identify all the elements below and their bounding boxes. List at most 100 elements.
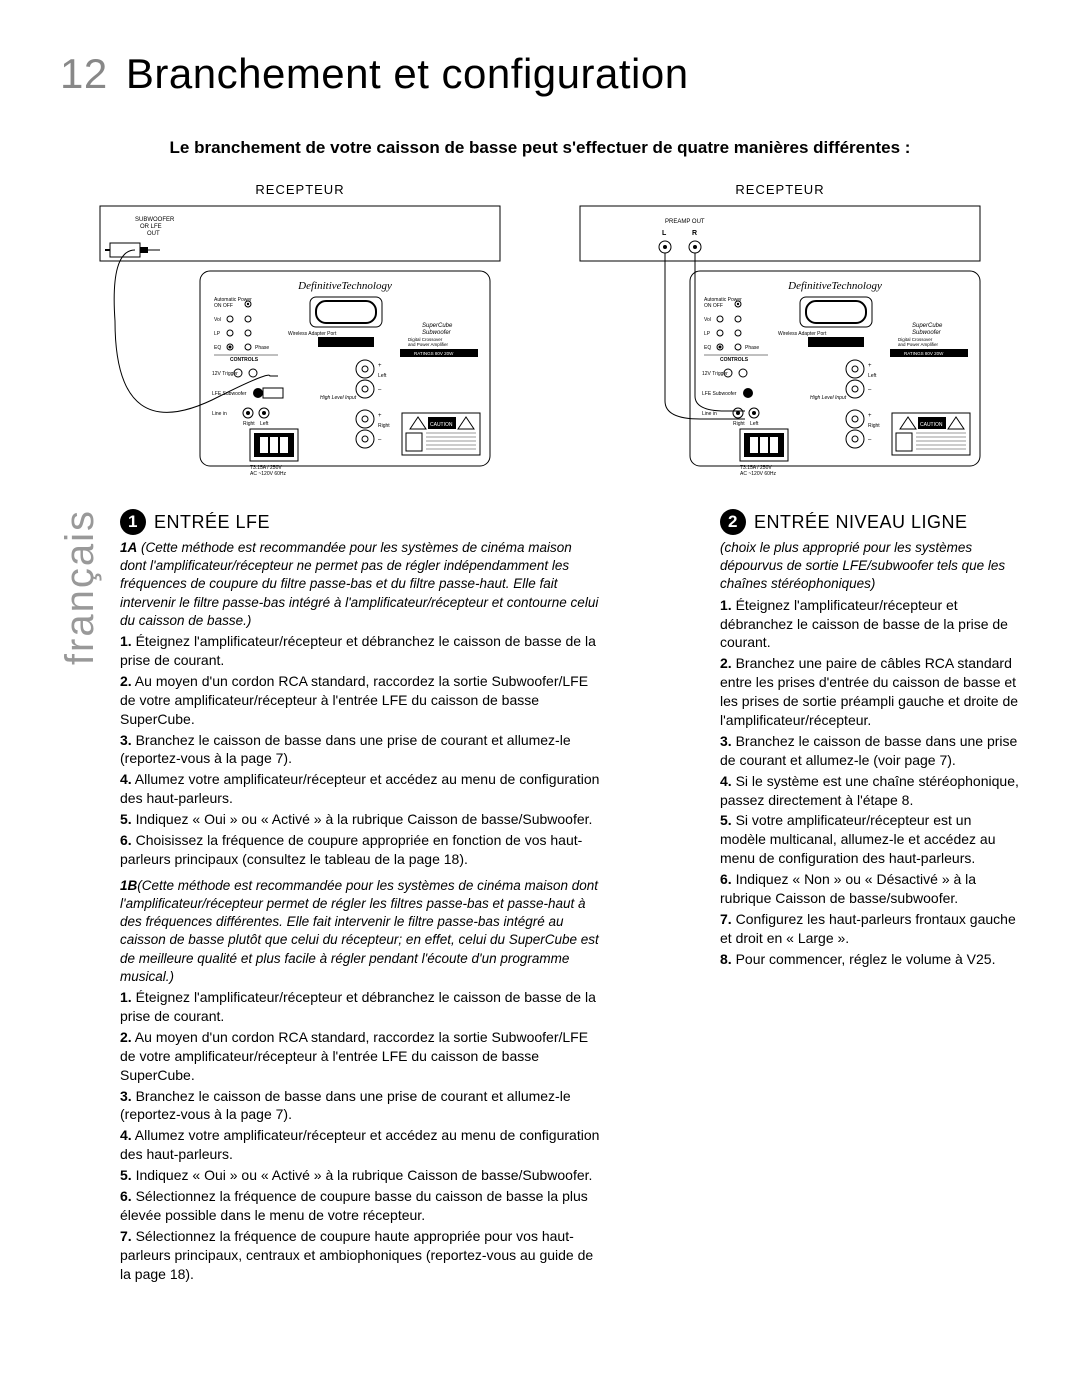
- column-left: 1 ENTRÉE LFE 1A (Cette méthode est recom…: [120, 509, 600, 1283]
- svg-text:High Level Input: High Level Input: [320, 395, 357, 401]
- step-number: 7.: [720, 911, 732, 927]
- svg-text:Left: Left: [868, 373, 877, 379]
- svg-text:EQ: EQ: [704, 345, 711, 351]
- step-text: Branchez le caisson de basse dans une pr…: [120, 732, 571, 767]
- svg-text:Subwoofer: Subwoofer: [422, 330, 452, 336]
- step-text: Configurez les haut-parleurs frontaux ga…: [720, 911, 1016, 946]
- page-title: 12 Branchement et configuration: [60, 50, 1020, 98]
- page-number: 12: [60, 50, 108, 97]
- svg-text:AC ~120V 60Hz: AC ~120V 60Hz: [250, 471, 286, 477]
- step-number: 4.: [720, 773, 732, 789]
- step-number: 4.: [120, 771, 132, 787]
- svg-text:Right: Right: [378, 423, 390, 429]
- svg-text:–: –: [378, 437, 382, 443]
- step-number: 6.: [120, 1188, 132, 1204]
- receiver-label-right: RECEPTEUR: [735, 182, 824, 197]
- section1-heading: 1 ENTRÉE LFE: [120, 509, 600, 535]
- step-text: Allumez votre amplificateur/récepteur et…: [120, 1127, 599, 1162]
- svg-text:–: –: [378, 387, 382, 393]
- step-number: 1.: [120, 633, 132, 649]
- step-item: 7. Configurez les haut-parleurs frontaux…: [720, 910, 1020, 948]
- step-number: 2.: [120, 1029, 132, 1045]
- svg-text:RATINGS 80V 20W: RATINGS 80V 20W: [414, 351, 454, 356]
- step-text: Branchez le caisson de basse dans une pr…: [120, 1088, 571, 1123]
- step-number: 5.: [120, 811, 132, 827]
- step-number: 4.: [120, 1127, 132, 1143]
- svg-text:CONTROLS: CONTROLS: [720, 357, 749, 363]
- step-text: Éteignez l'amplificateur/récepteur et dé…: [120, 633, 596, 668]
- step-number: 6.: [120, 832, 132, 848]
- step-text: Branchez le caisson de basse dans une pr…: [720, 733, 1017, 768]
- note-1b-lead: 1B: [120, 878, 137, 893]
- step-number: 3.: [120, 732, 132, 748]
- svg-text:LFE Subwoofer: LFE Subwoofer: [702, 391, 737, 397]
- receiver-label-left: RECEPTEUR: [255, 182, 344, 197]
- diagram-left: RECEPTEUR SUBWOOFER OR LFE OUT: [80, 182, 520, 481]
- step-number: 2.: [120, 673, 132, 689]
- note-2: (choix le plus approprié pour les systèm…: [720, 539, 1020, 594]
- step-item: 1. Éteignez l'amplificateur/récepteur et…: [120, 632, 600, 670]
- step-text: Sélectionnez la fréquence de coupure hau…: [120, 1228, 593, 1282]
- svg-text:CONTROLS: CONTROLS: [230, 357, 259, 363]
- svg-text:DefinitiveTechnology: DefinitiveTechnology: [297, 280, 392, 292]
- svg-text:Vol: Vol: [214, 317, 221, 323]
- diagram-right-svg: PREAMP OUT L R DefinitiveTechnology Auto…: [570, 201, 990, 481]
- content-row: français 1 ENTRÉE LFE 1A (Cette méthode …: [60, 509, 1020, 1283]
- step-text: Indiquez « Oui » ou « Activé » à la rubr…: [132, 1167, 593, 1183]
- svg-text:Right: Right: [868, 423, 880, 429]
- svg-text:LP: LP: [704, 331, 711, 337]
- svg-text:SuperCube: SuperCube: [422, 323, 453, 329]
- svg-text:RATINGS 80V 20W: RATINGS 80V 20W: [904, 351, 944, 356]
- page-title-text: Branchement et configuration: [126, 50, 689, 97]
- note-1a: 1A (Cette méthode est recommandée pour l…: [120, 539, 600, 630]
- svg-text:+: +: [378, 363, 382, 369]
- step-item: 4. Si le système est une chaîne stéréoph…: [720, 772, 1020, 810]
- step-number: 3.: [120, 1088, 132, 1104]
- svg-text:+: +: [868, 413, 872, 419]
- svg-text:OR LFE: OR LFE: [140, 224, 162, 230]
- language-tab: français: [60, 509, 100, 665]
- svg-text:CAUTION: CAUTION: [430, 422, 453, 428]
- svg-text:High Level Input: High Level Input: [810, 395, 847, 401]
- step-text: Éteignez l'amplificateur/récepteur et dé…: [120, 989, 596, 1024]
- svg-text:Line in: Line in: [702, 411, 717, 417]
- svg-text:AC ~120V 60Hz: AC ~120V 60Hz: [740, 471, 776, 477]
- step-item: 6. Sélectionnez la fréquence de coupure …: [120, 1187, 600, 1225]
- step-text: Pour commencer, réglez le volume à V25.: [732, 951, 996, 967]
- step-item: 7. Sélectionnez la fréquence de coupure …: [120, 1227, 600, 1284]
- note-1b: 1B(Cette méthode est recommandée pour le…: [120, 877, 600, 986]
- step-item: 2. Branchez une paire de câbles RCA stan…: [720, 654, 1020, 730]
- svg-text:Phase: Phase: [255, 345, 269, 351]
- svg-text:OUT: OUT: [147, 231, 160, 237]
- svg-text:Wireless Adapter Port: Wireless Adapter Port: [288, 331, 337, 337]
- step-item: 3. Branchez le caisson de basse dans une…: [720, 732, 1020, 770]
- svg-text:Phase: Phase: [745, 345, 759, 351]
- svg-text:ON OFF: ON OFF: [704, 303, 723, 309]
- step-item: 5. Si votre amplificateur/récepteur est …: [720, 811, 1020, 868]
- svg-text:+: +: [378, 413, 382, 419]
- step-number: 5.: [720, 812, 732, 828]
- step-item: 3. Branchez le caisson de basse dans une…: [120, 731, 600, 769]
- svg-text:EQ: EQ: [214, 345, 221, 351]
- step-number: 2.: [720, 655, 732, 671]
- svg-text:Left: Left: [260, 421, 269, 427]
- step-number: 5.: [120, 1167, 132, 1183]
- steps-2: 1. Éteignez l'amplificateur/récepteur et…: [720, 596, 1020, 969]
- svg-text:Line in: Line in: [212, 411, 227, 417]
- step-text: Éteignez l'amplificateur/récepteur et dé…: [720, 597, 1008, 651]
- step-item: 8. Pour commencer, réglez le volume à V2…: [720, 950, 1020, 969]
- diagram-right: RECEPTEUR PREAMP OUT L R DefinitiveTechn…: [560, 182, 1000, 481]
- svg-text:+: +: [868, 363, 872, 369]
- step-number: 1.: [120, 989, 132, 1005]
- svg-text:Left: Left: [378, 373, 387, 379]
- step-text: Au moyen d'un cordon RCA standard, racco…: [120, 1029, 588, 1083]
- svg-text:–: –: [868, 387, 872, 393]
- svg-text:CAUTION: CAUTION: [920, 422, 943, 428]
- svg-text:Right: Right: [733, 421, 745, 427]
- step-number: 8.: [720, 951, 732, 967]
- note-1a-text: (Cette méthode est recommandée pour les …: [120, 540, 598, 628]
- step-text: Au moyen d'un cordon RCA standard, racco…: [120, 673, 588, 727]
- note-1a-lead: 1A: [120, 540, 137, 555]
- svg-text:and Power Amplifier: and Power Amplifier: [898, 342, 939, 347]
- step-item: 2. Au moyen d'un cordon RCA standard, ra…: [120, 672, 600, 729]
